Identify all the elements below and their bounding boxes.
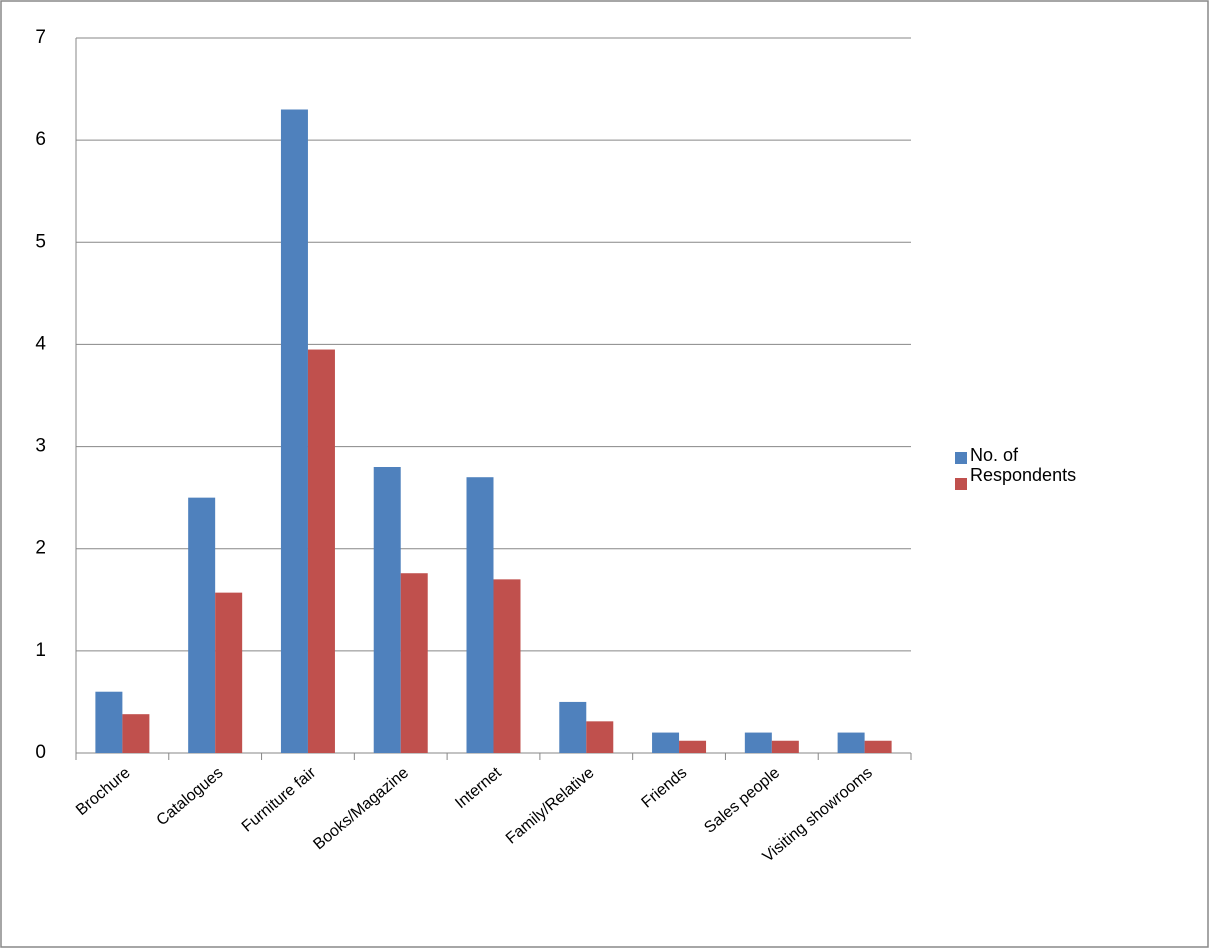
bar — [122, 714, 150, 753]
bar — [771, 740, 799, 753]
legend-swatch — [955, 478, 967, 490]
bar — [744, 732, 772, 753]
bar — [400, 573, 428, 753]
y-tick-label: 7 — [35, 27, 46, 48]
y-tick-label: 6 — [35, 129, 46, 150]
legend-label: No. of Respondents — [970, 445, 1077, 485]
bar — [373, 467, 401, 753]
bar — [837, 732, 865, 753]
y-tick-label: 2 — [35, 538, 46, 559]
y-tick-label: 4 — [35, 333, 46, 354]
bar — [95, 691, 123, 753]
bar — [652, 732, 680, 753]
y-tick-label: 1 — [35, 640, 46, 661]
legend-swatch — [955, 452, 967, 464]
bar — [466, 477, 494, 753]
bar — [493, 579, 521, 753]
y-tick-label: 3 — [35, 436, 46, 457]
bar — [215, 592, 243, 753]
bar — [559, 701, 587, 753]
legend-label-box: No. of Respondents — [970, 445, 1077, 485]
bar — [586, 721, 614, 753]
bar — [307, 349, 335, 753]
bar — [280, 109, 308, 753]
y-tick-label: 0 — [35, 742, 46, 763]
bar — [188, 497, 216, 753]
bar — [679, 740, 707, 753]
y-tick-label: 5 — [35, 231, 46, 252]
bar — [864, 740, 892, 753]
